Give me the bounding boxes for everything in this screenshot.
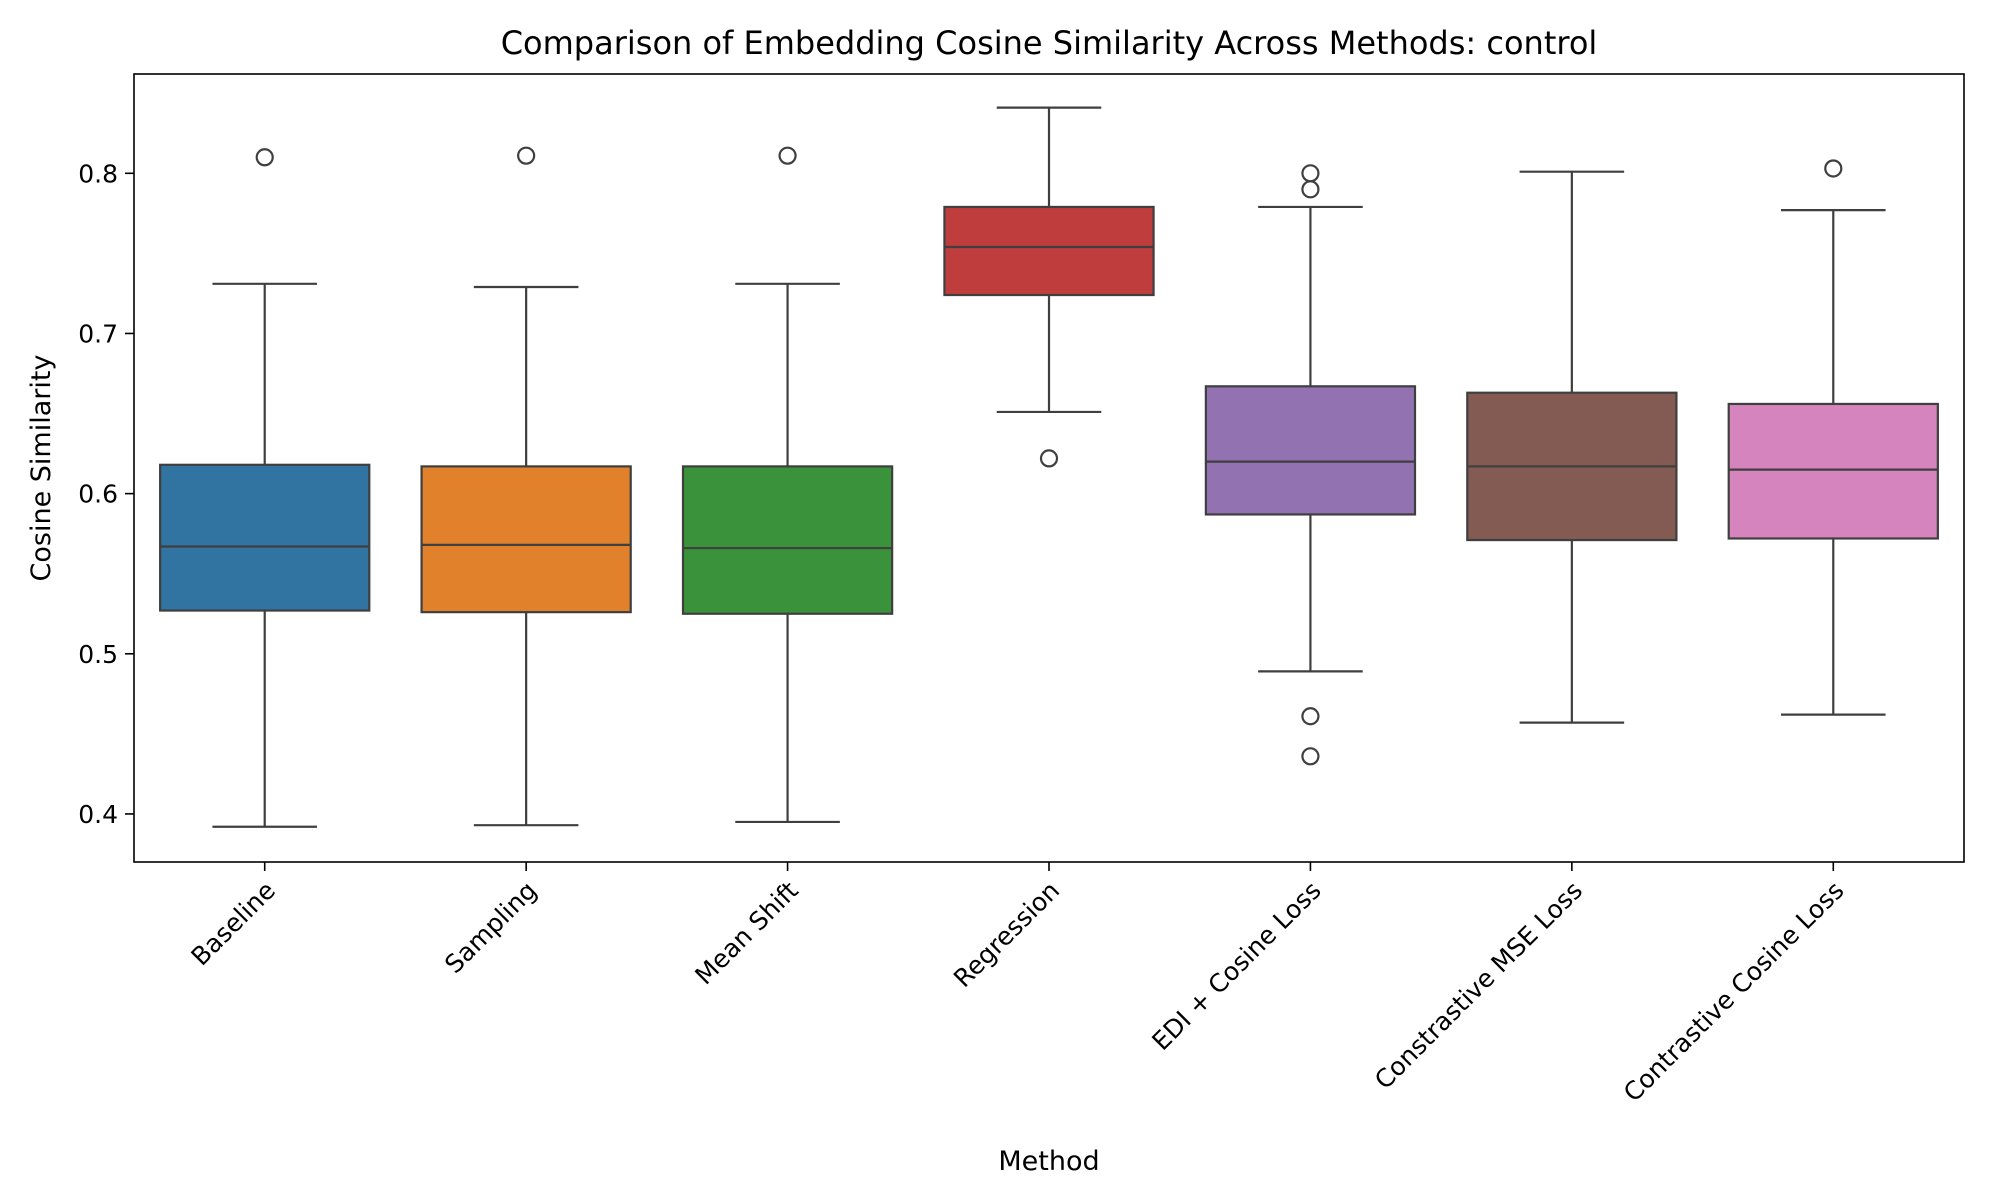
y-axis-label: Cosine Similarity [26, 355, 57, 582]
plot-area [159, 106, 1939, 828]
box [420, 465, 632, 614]
box-group [1466, 170, 1678, 724]
box [943, 205, 1155, 297]
box [1727, 402, 1939, 540]
box-group [1727, 159, 1939, 716]
y-tick-label: 0.4 [78, 800, 118, 829]
x-tick-label: Sampling [439, 876, 542, 979]
x-tick-label: Constrastive MSE Loss [1369, 876, 1588, 1095]
y-axis: 0.4 0.5 0.6 0.7 0.8 [78, 159, 134, 829]
x-tick-label: Regression [948, 876, 1065, 993]
outlier-point [778, 146, 797, 165]
x-axis: Baseline Sampling Mean Shift Regression EDI … [185, 862, 1850, 1108]
outlier-point [1039, 449, 1059, 468]
box-group [943, 106, 1155, 468]
box-group [159, 148, 371, 828]
y-tick-label: 0.5 [78, 640, 118, 669]
outlier-point [255, 148, 274, 167]
box [1204, 385, 1417, 516]
x-axis-label: Method [998, 1146, 1099, 1177]
y-tick-label: 0.6 [78, 480, 118, 509]
x-tick-label: Baseline [185, 876, 280, 971]
x-tick-label: EDI + Cosine Loss [1146, 876, 1326, 1056]
outlier-point [1301, 707, 1320, 726]
outlier-point [1301, 164, 1320, 183]
chart-title: Comparison of Embedding Cosine Similarit… [501, 24, 1598, 62]
box [159, 463, 371, 612]
box-group [420, 146, 632, 827]
box [681, 465, 894, 615]
outlier-point [517, 146, 536, 165]
y-tick-label: 0.8 [78, 159, 118, 188]
box-group [681, 146, 894, 824]
outlier-point [1301, 180, 1320, 199]
y-tick-label: 0.7 [78, 319, 118, 348]
x-tick-label: Mean Shift [689, 876, 804, 991]
box-group [1204, 164, 1417, 766]
outlier-point [1301, 747, 1320, 766]
outlier-point [1824, 159, 1843, 178]
x-tick-label: Contrastive Cosine Loss [1618, 876, 1850, 1108]
